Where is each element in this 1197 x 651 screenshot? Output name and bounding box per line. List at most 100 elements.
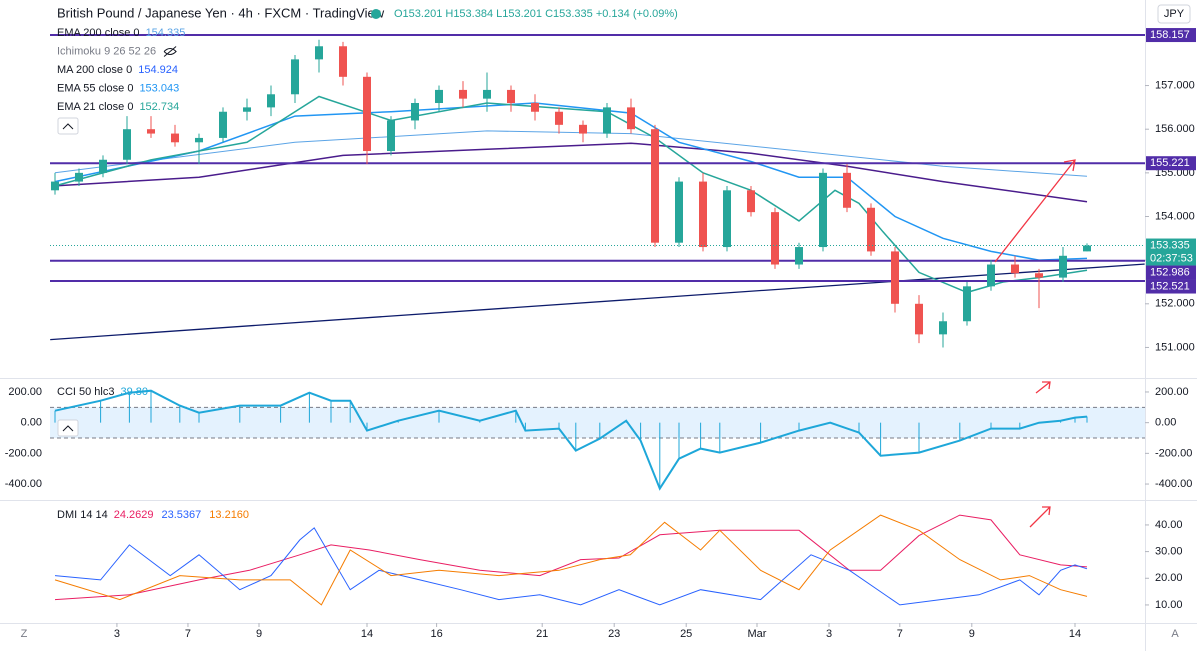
x-tick-label: 7 [897,628,903,640]
candle-body [795,247,803,265]
indicator-line [54,514,1088,606]
collapse-button[interactable] [57,117,79,135]
candle-body [315,46,323,60]
status-dot [371,9,381,19]
level-label: 152.986 [1150,266,1190,278]
candle-body [651,129,659,243]
arrow [1029,506,1051,528]
candle-body [675,181,683,243]
legend-value: 154.335 [146,27,186,39]
visibility-icon [163,46,177,57]
indicator-line [54,130,1088,177]
indicator-line [54,102,1088,261]
y-tick-label: 151.000 [1155,341,1195,353]
candle-body [579,124,587,134]
legend-value: 39.80 [120,386,148,398]
currency-button[interactable] [1157,4,1191,24]
legend-value: 23.5367 [162,509,202,521]
candle-body [243,107,251,112]
currency[interactable]: JPY [1164,8,1185,20]
x-tick-label: 23 [608,628,620,640]
x-tick-label: Mar [748,628,767,640]
x-tick-label: 21 [536,628,548,640]
candle-body [723,190,731,248]
candle-body [987,264,995,287]
candle-body [99,159,107,173]
last-price-label: 153.335 [1150,239,1190,251]
x-tick-label: 7 [185,628,191,640]
y-tick-label: 200.00 [1155,386,1189,398]
footer-right[interactable]: A [1171,628,1179,640]
legend-name: MA 200 close 0 [57,64,132,76]
legend-name: EMA 55 close 0 [57,82,133,94]
legend-name: EMA 200 close 0 [57,27,140,39]
y-tick-label: 157.000 [1155,79,1195,91]
level-label-bg [1146,156,1196,171]
y-tick-label: 30.00 [1155,546,1183,558]
candle-body [1083,245,1091,252]
y-tick-label: -400.00 [1155,478,1192,490]
candle-body [51,181,59,191]
x-tick-label: 14 [361,628,373,640]
candle-body [363,76,371,152]
x-tick-label: 9 [969,628,975,640]
candle-body [435,89,443,104]
candle-body [267,94,275,108]
candle-body [75,172,83,182]
legend-value: 154.924 [138,64,178,76]
x-tick-label: 14 [1069,628,1081,640]
legend-name: DMI 14 14 [57,509,108,521]
indicator-line [54,527,1088,606]
candle-body [123,129,131,160]
arrow [1035,381,1051,394]
countdown-bg [1146,251,1196,266]
y-tick-label: -200.00 [1155,447,1192,459]
candle-body [291,59,299,95]
chevron [62,425,74,432]
y-tick-label-left: -200.00 [5,447,42,459]
legend-value: 13.2160 [209,509,249,521]
candle-body [387,120,395,152]
candle-body [1035,273,1043,278]
level-label-bg [1146,265,1196,280]
candle-body [939,321,947,335]
candle-body [171,133,179,143]
collapse-button[interactable] [57,419,79,437]
candle-body [915,303,923,335]
arrow [994,159,1076,263]
y-tick-label-left: 200.00 [8,386,42,398]
candle-body [555,111,563,125]
footer-left[interactable]: Z [21,628,28,640]
legend-value: 24.2629 [114,509,154,521]
candle-body [867,207,875,252]
countdown: 02:37:53 [1150,252,1193,264]
candle-body [843,172,851,208]
legend-name: EMA 21 close 0 [57,101,133,113]
candle-body [459,89,467,99]
legend-name: CCI 50 hlc3 [57,386,114,398]
candle-body [603,107,611,134]
chart-title: British Pound / Japanese Yen · 4h · FXCM… [57,5,385,20]
last-price-label-bg [1146,238,1196,253]
plot-layer: 151.000152.000153.000154.000155.000156.0… [5,27,1196,640]
candle-body [771,212,779,265]
indicator-line [54,142,1088,203]
level-label: 152.521 [1150,280,1190,292]
x-tick-label: 3 [114,628,120,640]
candle-body [531,103,539,112]
x-tick-label: 16 [430,628,442,640]
candle-body [411,103,419,121]
y-tick-label-left: 0.00 [21,417,42,429]
trendline [50,263,1145,341]
y-tick-label: 20.00 [1155,572,1183,584]
y-tick-label: 152.000 [1155,298,1195,310]
candle-body [219,111,227,138]
y-tick-label: 40.00 [1155,519,1183,531]
chevron [62,123,74,130]
legend-value: 152.734 [139,101,179,113]
legend-value: 153.043 [139,82,179,94]
band-fill [50,407,1145,439]
x-tick-label: 3 [826,628,832,640]
